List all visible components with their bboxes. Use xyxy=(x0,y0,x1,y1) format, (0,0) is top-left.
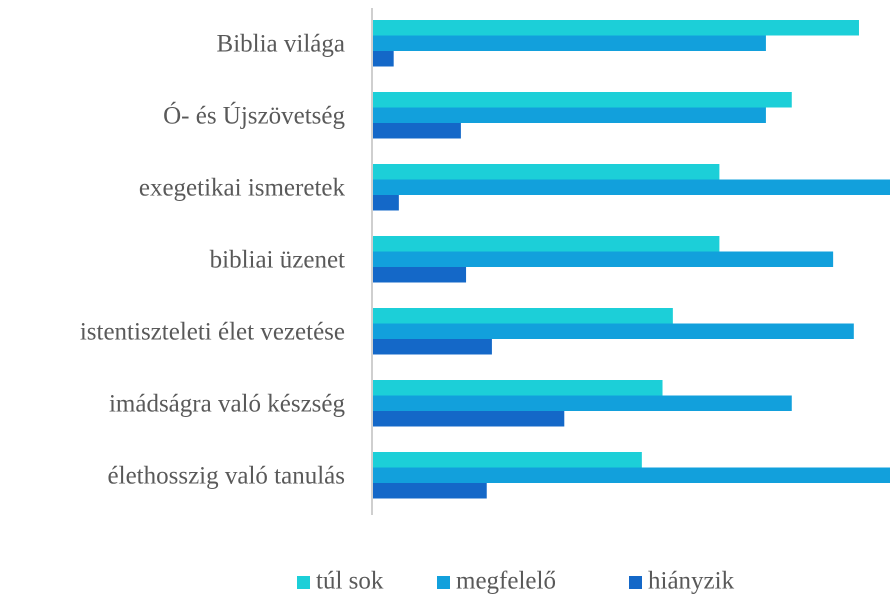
bar xyxy=(373,92,792,108)
legend-swatch xyxy=(297,576,310,589)
category-label: Ó- és Újszövetség xyxy=(163,102,345,130)
legend-swatch xyxy=(437,576,450,589)
legend-swatch xyxy=(629,576,642,589)
bar xyxy=(373,467,890,483)
category-label: élethosszig való tanulás xyxy=(108,463,345,490)
category-label: exegetikai ismeretek xyxy=(139,175,346,202)
category-label: Biblia világa xyxy=(217,31,345,58)
bar xyxy=(373,251,834,267)
bar xyxy=(373,179,890,195)
bar xyxy=(373,339,492,355)
category-label: imádságra való készség xyxy=(109,391,346,418)
bar xyxy=(373,411,565,427)
bar xyxy=(373,483,487,499)
bar xyxy=(373,107,766,123)
bar xyxy=(373,323,854,339)
bar xyxy=(373,452,642,468)
bar xyxy=(373,35,766,51)
bar xyxy=(373,395,792,411)
bar xyxy=(373,195,399,211)
bar xyxy=(373,51,394,67)
bar xyxy=(373,267,467,283)
legend-label: túl sok xyxy=(316,568,384,595)
bar xyxy=(373,20,859,36)
bar xyxy=(373,123,461,139)
legend-label: hiányzik xyxy=(648,568,735,595)
bar xyxy=(373,236,720,252)
category-label: bibliai üzenet xyxy=(210,247,345,274)
bar xyxy=(373,380,663,396)
category-label: istentiszteleti élet vezetése xyxy=(80,319,345,346)
bar xyxy=(373,308,673,324)
bar xyxy=(373,164,720,180)
legend-label: megfelelő xyxy=(456,568,556,595)
